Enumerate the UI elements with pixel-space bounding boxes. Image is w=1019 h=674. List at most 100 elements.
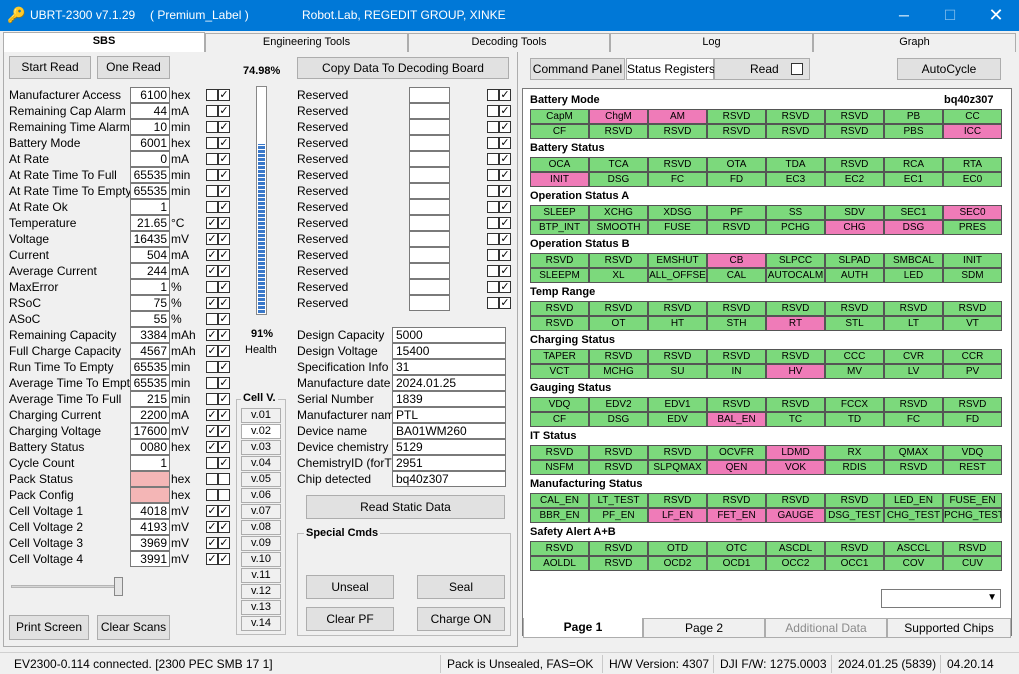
- cell-v-button[interactable]: v.03: [241, 440, 281, 455]
- copy-to-decoding-button[interactable]: Copy Data To Decoding Board: [297, 57, 509, 79]
- reserved-log-checkbox[interactable]: ✓: [499, 105, 511, 117]
- reserved-log-checkbox[interactable]: ✓: [499, 121, 511, 133]
- param-log-checkbox[interactable]: ✓: [218, 297, 230, 309]
- param-graph-checkbox[interactable]: [206, 89, 218, 101]
- param-graph-checkbox[interactable]: ✓: [206, 409, 218, 421]
- reserved-graph-checkbox[interactable]: [487, 105, 499, 117]
- clear-pf-button[interactable]: Clear PF: [306, 607, 394, 631]
- reserved-log-checkbox[interactable]: ✓: [499, 217, 511, 229]
- param-graph-checkbox[interactable]: ✓: [206, 217, 218, 229]
- cell-v-button[interactable]: v.01: [241, 408, 281, 423]
- param-log-checkbox[interactable]: ✓: [218, 377, 230, 389]
- tab-additional-data[interactable]: Additional Data: [765, 618, 887, 638]
- param-log-checkbox[interactable]: ✓: [218, 393, 230, 405]
- cell-v-button[interactable]: v.02: [241, 424, 281, 439]
- param-log-checkbox[interactable]: ✓: [218, 361, 230, 373]
- param-log-checkbox[interactable]: ✓: [218, 409, 230, 421]
- param-log-checkbox[interactable]: ✓: [218, 553, 230, 565]
- slider-thumb[interactable]: [114, 577, 123, 596]
- reserved-graph-checkbox[interactable]: [487, 249, 499, 261]
- reserved-log-checkbox[interactable]: ✓: [499, 233, 511, 245]
- reserved-graph-checkbox[interactable]: [487, 281, 499, 293]
- param-graph-checkbox[interactable]: [206, 473, 218, 485]
- param-graph-checkbox[interactable]: ✓: [206, 233, 218, 245]
- reserved-log-checkbox[interactable]: ✓: [499, 137, 511, 149]
- param-log-checkbox[interactable]: ✓: [218, 521, 230, 533]
- cell-v-button[interactable]: v.12: [241, 584, 281, 599]
- reserved-graph-checkbox[interactable]: [487, 153, 499, 165]
- param-log-checkbox[interactable]: ✓: [218, 201, 230, 213]
- param-graph-checkbox[interactable]: ✓: [206, 265, 218, 277]
- param-log-checkbox[interactable]: ✓: [218, 153, 230, 165]
- reserved-log-checkbox[interactable]: ✓: [499, 281, 511, 293]
- param-graph-checkbox[interactable]: ✓: [206, 505, 218, 517]
- reserved-log-checkbox[interactable]: ✓: [499, 153, 511, 165]
- param-log-checkbox[interactable]: ✓: [218, 137, 230, 149]
- param-log-checkbox[interactable]: ✓: [218, 505, 230, 517]
- unseal-button[interactable]: Unseal: [306, 575, 394, 599]
- cell-v-button[interactable]: v.14: [241, 616, 281, 631]
- cell-v-button[interactable]: v.05: [241, 472, 281, 487]
- param-log-checkbox[interactable]: ✓: [218, 217, 230, 229]
- reserved-log-checkbox[interactable]: ✓: [499, 169, 511, 181]
- param-log-checkbox[interactable]: ✓: [218, 249, 230, 261]
- tab-engineering-tools[interactable]: Engineering Tools: [205, 33, 408, 52]
- reserved-log-checkbox[interactable]: ✓: [499, 249, 511, 261]
- param-graph-checkbox[interactable]: [206, 185, 218, 197]
- reserved-log-checkbox[interactable]: ✓: [499, 265, 511, 277]
- read-toggle[interactable]: Read: [714, 58, 810, 80]
- start-read-button[interactable]: Start Read: [9, 56, 91, 79]
- tab-page-1[interactable]: Page 1: [523, 618, 643, 638]
- page-dropdown[interactable]: ▼: [881, 589, 1001, 608]
- reserved-graph-checkbox[interactable]: [487, 265, 499, 277]
- param-graph-checkbox[interactable]: [206, 457, 218, 469]
- print-screen-button[interactable]: Print Screen: [9, 615, 89, 640]
- param-graph-checkbox[interactable]: ✓: [206, 329, 218, 341]
- param-log-checkbox[interactable]: ✓: [218, 537, 230, 549]
- reserved-graph-checkbox[interactable]: [487, 121, 499, 133]
- cell-v-button[interactable]: v.10: [241, 552, 281, 567]
- cell-v-button[interactable]: v.13: [241, 600, 281, 615]
- charge-on-button[interactable]: Charge ON: [417, 607, 505, 631]
- param-graph-checkbox[interactable]: ✓: [206, 345, 218, 357]
- tab-log[interactable]: Log: [610, 33, 813, 52]
- reserved-log-checkbox[interactable]: ✓: [499, 297, 511, 309]
- param-graph-checkbox[interactable]: ✓: [206, 521, 218, 533]
- reserved-graph-checkbox[interactable]: [487, 297, 499, 309]
- reserved-graph-checkbox[interactable]: [487, 89, 499, 101]
- param-log-checkbox[interactable]: ✓: [218, 185, 230, 197]
- autocycle-button[interactable]: AutoCycle: [897, 58, 1001, 80]
- param-graph-checkbox[interactable]: ✓: [206, 441, 218, 453]
- reserved-log-checkbox[interactable]: ✓: [499, 185, 511, 197]
- tab-page-2[interactable]: Page 2: [643, 618, 765, 638]
- param-graph-checkbox[interactable]: ✓: [206, 425, 218, 437]
- cell-v-button[interactable]: v.07: [241, 504, 281, 519]
- param-graph-checkbox[interactable]: [206, 281, 218, 293]
- command-panel-button[interactable]: Command Panel: [530, 58, 625, 80]
- status-registers-button[interactable]: Status Registers: [626, 58, 715, 80]
- param-log-checkbox[interactable]: ✓: [218, 281, 230, 293]
- param-log-checkbox[interactable]: [218, 473, 230, 485]
- read-static-data-button[interactable]: Read Static Data: [306, 495, 505, 519]
- cell-v-button[interactable]: v.08: [241, 520, 281, 535]
- close-icon[interactable]: ✕: [988, 5, 1004, 25]
- reserved-graph-checkbox[interactable]: [487, 185, 499, 197]
- reserved-log-checkbox[interactable]: ✓: [499, 201, 511, 213]
- tab-sbs[interactable]: SBS: [3, 32, 205, 53]
- slider-track[interactable]: [11, 585, 121, 588]
- param-log-checkbox[interactable]: ✓: [218, 457, 230, 469]
- param-log-checkbox[interactable]: ✓: [218, 169, 230, 181]
- param-log-checkbox[interactable]: ✓: [218, 233, 230, 245]
- tab-decoding-tools[interactable]: Decoding Tools: [408, 33, 610, 52]
- param-graph-checkbox[interactable]: [206, 377, 218, 389]
- maximize-icon[interactable]: ☐: [943, 7, 957, 23]
- clear-scans-button[interactable]: Clear Scans: [97, 615, 170, 640]
- cell-v-button[interactable]: v.04: [241, 456, 281, 471]
- reserved-graph-checkbox[interactable]: [487, 169, 499, 181]
- reserved-graph-checkbox[interactable]: [487, 201, 499, 213]
- param-graph-checkbox[interactable]: [206, 105, 218, 117]
- param-graph-checkbox[interactable]: [206, 137, 218, 149]
- reserved-graph-checkbox[interactable]: [487, 233, 499, 245]
- param-graph-checkbox[interactable]: [206, 153, 218, 165]
- param-graph-checkbox[interactable]: ✓: [206, 537, 218, 549]
